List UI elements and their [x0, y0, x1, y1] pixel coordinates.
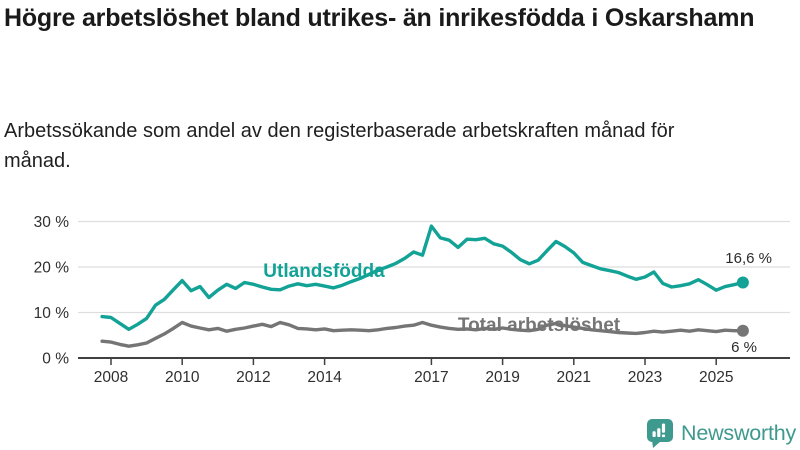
- chart-subtitle: Arbetssökande som andel av den registerb…: [4, 120, 675, 172]
- x-axis-tick-label: 2012: [236, 369, 270, 386]
- x-axis-tick-label: 2010: [165, 369, 200, 386]
- newsworthy-logo-icon: [647, 419, 673, 448]
- x-axis-tick-label: 2019: [485, 369, 519, 386]
- series-end-dot-utlandsfodda: [736, 276, 749, 289]
- y-axis-tick-label: 0 %: [42, 351, 69, 368]
- x-axis-tick-label: 2017: [414, 369, 448, 386]
- series-line-total-arbetsloshet: [100, 320, 745, 348]
- chart-title: Högre arbetslöshet bland utrikes- än inr…: [4, 4, 755, 32]
- series-end-dot-total-arbetsloshet: [736, 324, 749, 337]
- series-end-value-utlandsfodda: 16,6 %: [725, 250, 772, 267]
- x-axis-tick-label: 2008: [94, 369, 128, 386]
- newsworthy-attribution: Newsworthy: [646, 418, 796, 448]
- newsworthy-brand-text: Newsworthy: [681, 421, 797, 445]
- series-label-utlandsfodda: Utlandsfödda: [263, 261, 385, 282]
- x-axis-tick-label: 2023: [628, 369, 662, 386]
- series-end-value-total-arbetsloshet: 6 %: [731, 339, 757, 356]
- x-axis-tick-label: 2021: [557, 369, 591, 386]
- x-axis-tick-label: 2025: [699, 369, 733, 386]
- series-label-total-arbetsloshet: Total arbetslöshet: [458, 315, 621, 336]
- y-axis-tick-label: 30 %: [34, 214, 70, 231]
- y-axis-tick-label: 20 %: [34, 260, 70, 277]
- series-line-utlandsfodda: [100, 224, 745, 331]
- x-axis-tick-label: 2014: [307, 369, 342, 386]
- y-axis-tick-label: 10 %: [34, 305, 70, 322]
